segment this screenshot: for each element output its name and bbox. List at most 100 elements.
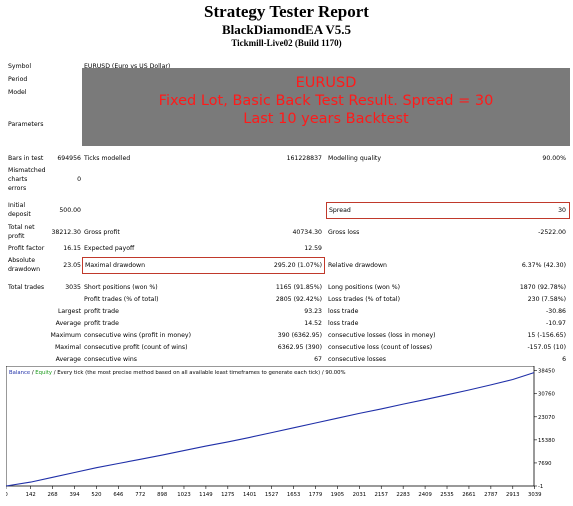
average-loss-label: loss trade <box>328 320 359 327</box>
profit-factor-label: Profit factor <box>8 245 45 252</box>
y-tick-label: 38450 <box>538 369 555 375</box>
average-label: Average <box>55 320 81 327</box>
x-tick-label: 1275 <box>221 492 234 498</box>
balance-chart-svg: Balance / Equity / Every tick (the most … <box>4 365 555 498</box>
largest-loss-value: -30.86 <box>546 308 566 315</box>
x-tick-label: 1527 <box>265 492 278 498</box>
x-tick-label: 1653 <box>287 492 300 498</box>
avg-consecutive-wins-value: 67 <box>314 356 322 363</box>
initial-deposit-value: 500.00 <box>59 207 81 214</box>
initial-deposit-label-1: Initial <box>8 202 26 209</box>
total-trades-label: Total trades <box>8 284 45 291</box>
x-tick-label: 268 <box>48 492 59 498</box>
x-tick-label: 3039 <box>528 492 541 498</box>
maximal-consecutive-profit-label: consecutive profit (count of wins) <box>84 344 188 351</box>
x-tick-label: 2283 <box>396 492 409 498</box>
chart-frame <box>5 365 535 487</box>
x-tick-label: 1149 <box>199 492 212 498</box>
ea-name: BlackDiamondEA V5.5 <box>221 22 352 37</box>
legend-equity: Equity <box>35 370 52 376</box>
mismatched-label-3: errors <box>8 185 27 192</box>
total-net-label-2: profit <box>8 233 25 240</box>
y-tick-label: 7690 <box>538 461 552 467</box>
spread-highlight-box <box>326 202 570 219</box>
expected-payoff-label: Expected payoff <box>84 245 135 252</box>
ticks-modelled-label: Ticks modelled <box>84 155 131 162</box>
relative-drawdown-value: 6.37% (42.30) <box>521 262 566 269</box>
absolute-drawdown-value: 23.05 <box>63 262 81 269</box>
gross-loss-label: Gross loss <box>328 229 360 236</box>
spread-value: 30 <box>558 207 566 214</box>
banner-overlay: EURUSD Fixed Lot, Basic Back Test Result… <box>82 68 570 146</box>
x-tick-label: 0 <box>6 492 8 498</box>
loss-trades-label: Loss trades (% of total) <box>328 296 400 303</box>
bars-in-test-label: Bars in test <box>8 155 44 162</box>
maximal-consecutive-loss-label: consecutive loss (count of losses) <box>328 344 433 351</box>
max-consecutive-losses-value: 15 (-156.65) <box>527 332 566 339</box>
model-label: Model <box>8 89 27 96</box>
relative-drawdown-label: Relative drawdown <box>328 262 387 269</box>
average-loss-value: -10.97 <box>546 320 566 327</box>
largest-label: Largest <box>57 308 81 315</box>
total-net-label-1: Total net <box>8 224 35 231</box>
average-consecutive-label: Average <box>55 356 81 363</box>
legend-balance: Balance <box>9 370 30 376</box>
largest-profit-label: profit trade <box>84 308 119 315</box>
avg-consecutive-losses-label: consecutive losses <box>328 356 387 363</box>
max-drawdown-label: Maximal drawdown <box>85 262 146 269</box>
maximum-label: Maximum <box>50 332 82 339</box>
x-tick-label: 520 <box>91 492 102 498</box>
mismatched-value: 0 <box>77 176 81 183</box>
balance-line <box>5 372 535 487</box>
banner-line-2: Fixed Lot, Basic Back Test Result. Sprea… <box>158 93 494 109</box>
parameters-label: Parameters <box>8 121 44 128</box>
ticks-modelled-value: 161228837 <box>286 155 322 162</box>
x-tick-label: 898 <box>157 492 168 498</box>
profit-trades-value: 2805 (92.42%) <box>275 296 322 303</box>
spread-label: Spread <box>329 207 351 214</box>
period-label: Period <box>8 76 28 83</box>
absolute-drawdown-label-1: Absolute <box>8 257 36 264</box>
legend-rest: / Every tick (the most precise method ba… <box>52 370 346 376</box>
avg-consecutive-wins-label: consecutive wins <box>84 356 137 363</box>
expected-payoff-value: 12.59 <box>304 245 322 252</box>
y-tick-label: 23070 <box>538 415 555 421</box>
balance-chart: Balance / Equity / Every tick (the most … <box>4 365 572 502</box>
bars-in-test-value: 694956 <box>57 155 81 162</box>
short-positions-value: 1165 (91.85%) <box>275 284 322 291</box>
long-positions-value: 1870 (92.78%) <box>519 284 566 291</box>
initial-deposit-label-2: deposit <box>8 211 31 218</box>
absolute-drawdown-label-2: drawdown <box>8 266 41 273</box>
symbol-value: EURUSD (Euro vs US Dollar) <box>84 63 171 70</box>
x-tick-label: 1401 <box>243 492 256 498</box>
x-tick-label: 1779 <box>309 492 322 498</box>
legend-text: Balance / Equity / Every tick (the most … <box>9 370 346 376</box>
y-tick-label: 15380 <box>538 438 555 444</box>
server-build: Tickmill-Live02 (Build 1170) <box>231 38 342 48</box>
max-consecutive-losses-label: consecutive losses (loss in money) <box>328 332 436 339</box>
report-title: Strategy Tester Report <box>204 2 369 21</box>
banner-line-1: EURUSD <box>295 75 357 91</box>
x-tick-label: 2913 <box>506 492 519 498</box>
banner-line-3: Last 10 years Backtest <box>243 111 409 127</box>
x-tick-label: 142 <box>26 492 36 498</box>
mismatched-label-1: Mismatched <box>8 167 46 174</box>
maximal-consecutive-profit-value: 6362.95 (390) <box>277 344 322 351</box>
x-tick-label: 2031 <box>353 492 366 498</box>
x-tick-label: 2535 <box>440 492 453 498</box>
max-drawdown-value: 295.20 (1.07%) <box>273 262 322 269</box>
max-drawdown-highlight-box <box>82 257 325 274</box>
short-positions-label: Short positions (won %) <box>84 284 158 291</box>
x-tick-label: 772 <box>135 492 145 498</box>
average-profit-value: 14.52 <box>304 320 322 327</box>
maximal-label: Maximal <box>54 344 81 351</box>
y-tick-label: -1 <box>538 484 543 490</box>
largest-profit-value: 93.23 <box>304 308 322 315</box>
gross-profit-value: 40734.30 <box>292 229 322 236</box>
total-net-value: 38212.30 <box>51 229 81 236</box>
y-tick-label: 30760 <box>538 392 555 398</box>
total-trades-value: 3035 <box>65 284 81 291</box>
mismatched-label-2: charts <box>8 176 28 183</box>
loss-trades-value: 230 (7.58%) <box>527 296 566 303</box>
avg-consecutive-losses-value: 6 <box>562 356 566 363</box>
